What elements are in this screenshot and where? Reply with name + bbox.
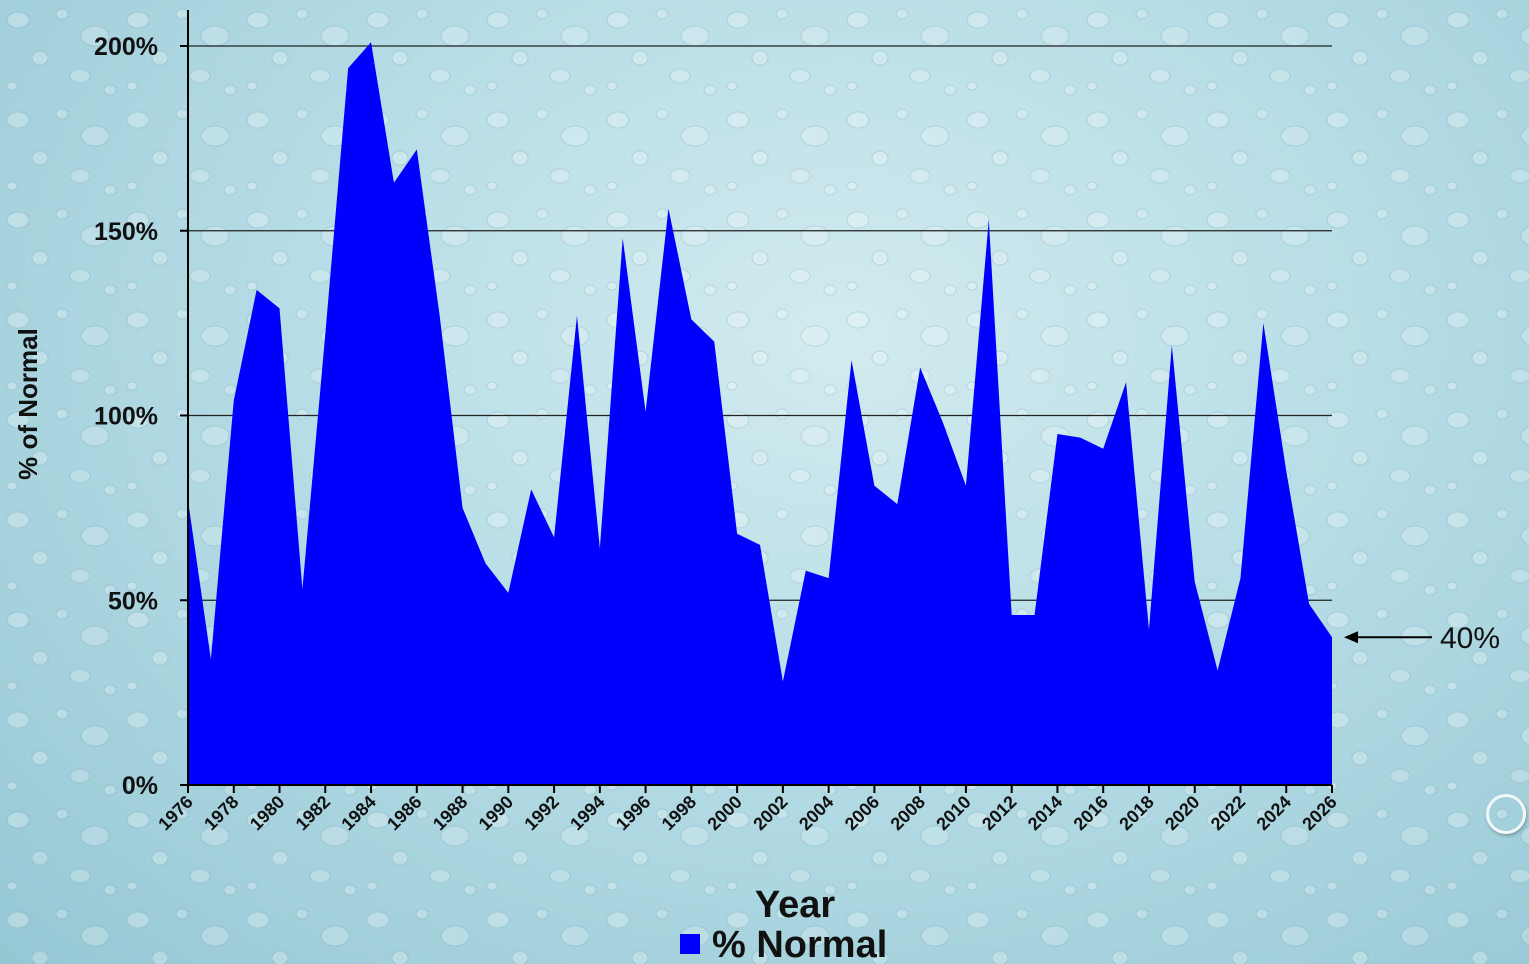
y-tick-label: 200%	[94, 33, 158, 61]
x-tick-label: 2016	[1070, 792, 1112, 834]
x-tick-label: 1996	[612, 792, 654, 834]
y-tick-label: 50%	[108, 587, 158, 615]
x-tick-label: 2002	[749, 792, 791, 834]
x-tick-label: 2024	[1253, 792, 1295, 834]
x-tick-label: 1986	[383, 792, 425, 834]
annotation-label: 40%	[1440, 622, 1500, 655]
x-tick-label: 2012	[978, 792, 1020, 834]
x-tick-label: 1976	[154, 792, 196, 834]
x-tick-label: 1994	[566, 792, 608, 834]
y-tick-label: 100%	[94, 403, 158, 431]
plot-area	[188, 42, 1332, 786]
x-tick-label: 2020	[1161, 792, 1203, 834]
y-tick-labels: 0% 50% 100% 150% 200%	[94, 33, 188, 800]
legend-label-normal: % Normal	[712, 924, 887, 964]
x-tick-label: 2026	[1298, 792, 1340, 834]
x-tick-label: 2014	[1024, 792, 1066, 834]
x-tick-label: 1988	[429, 792, 471, 834]
x-tick-label: 1982	[292, 792, 334, 834]
y-axis-title: % of Normal	[13, 328, 43, 480]
x-tick-labels: 1976 1978 1980 1982 1984 1986 1988 1990 1992 1994…	[154, 785, 1341, 834]
x-tick-label: 1990	[475, 792, 517, 834]
x-tick-label: 2004	[795, 792, 837, 834]
y-tick-label: 150%	[94, 218, 158, 246]
annotation-arrow-head	[1344, 631, 1358, 644]
x-tick-label: 1984	[337, 792, 379, 834]
annotation: 40%	[1344, 622, 1500, 655]
legend-swatch	[680, 934, 700, 954]
x-tick-label: 2022	[1207, 792, 1249, 834]
x-tick-label: 2006	[841, 792, 883, 834]
x-tick-label: 1980	[246, 792, 288, 834]
x-tick-label: 1978	[200, 792, 242, 834]
y-tick-label: 0%	[122, 772, 158, 800]
x-axis-title: Year	[755, 884, 836, 926]
x-tick-label: 1992	[520, 792, 562, 834]
x-tick-label: 2008	[887, 792, 929, 834]
x-tick-label: 2000	[703, 792, 745, 834]
legend: % Normal	[680, 924, 887, 964]
x-tick-label: 2010	[932, 792, 974, 834]
x-tick-label: 1998	[658, 792, 700, 834]
decorative-ring-icon	[1486, 794, 1526, 834]
series-area-normal	[188, 42, 1332, 786]
x-tick-label: 2018	[1115, 792, 1157, 834]
